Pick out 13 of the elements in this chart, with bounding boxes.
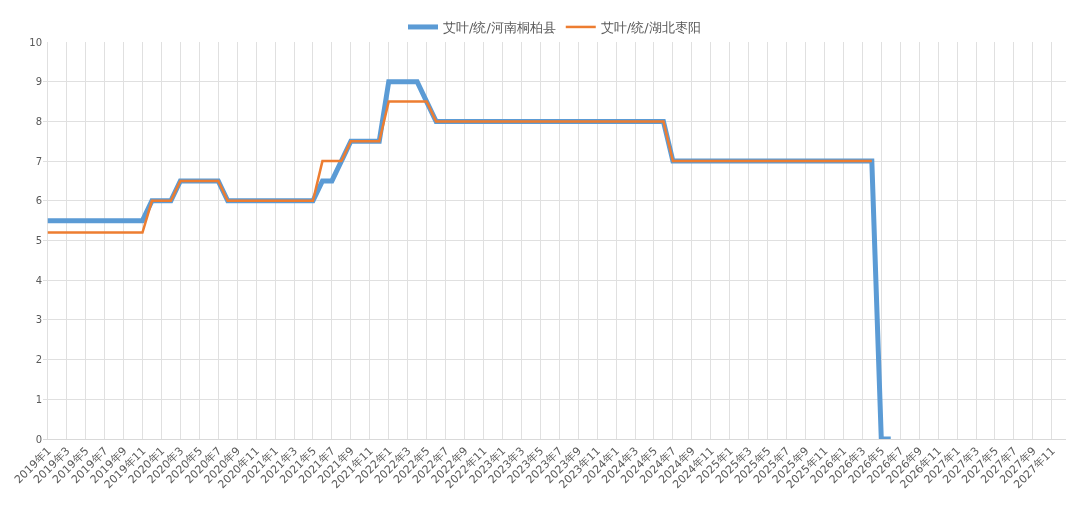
y-tick-label: 9 [35,76,42,88]
y-tick-label: 2 [35,354,42,366]
y-tick-label: 5 [35,235,42,246]
y-tick-label: 8 [35,115,42,127]
y-tick-label: 0 [35,433,42,445]
y-tick-label: 4 [35,274,42,286]
y-tick-label: 1 [35,393,42,405]
legend-label: 艾叶/统/湖北枣阳 [600,20,701,36]
y-tick-label: 6 [35,195,42,207]
legend-label: 艾叶/统/河南桐柏县 [443,20,556,36]
y-tick-label: 3 [35,314,42,326]
y-tick-label: 7 [35,155,42,167]
y-tick-label: 10 [29,36,42,48]
